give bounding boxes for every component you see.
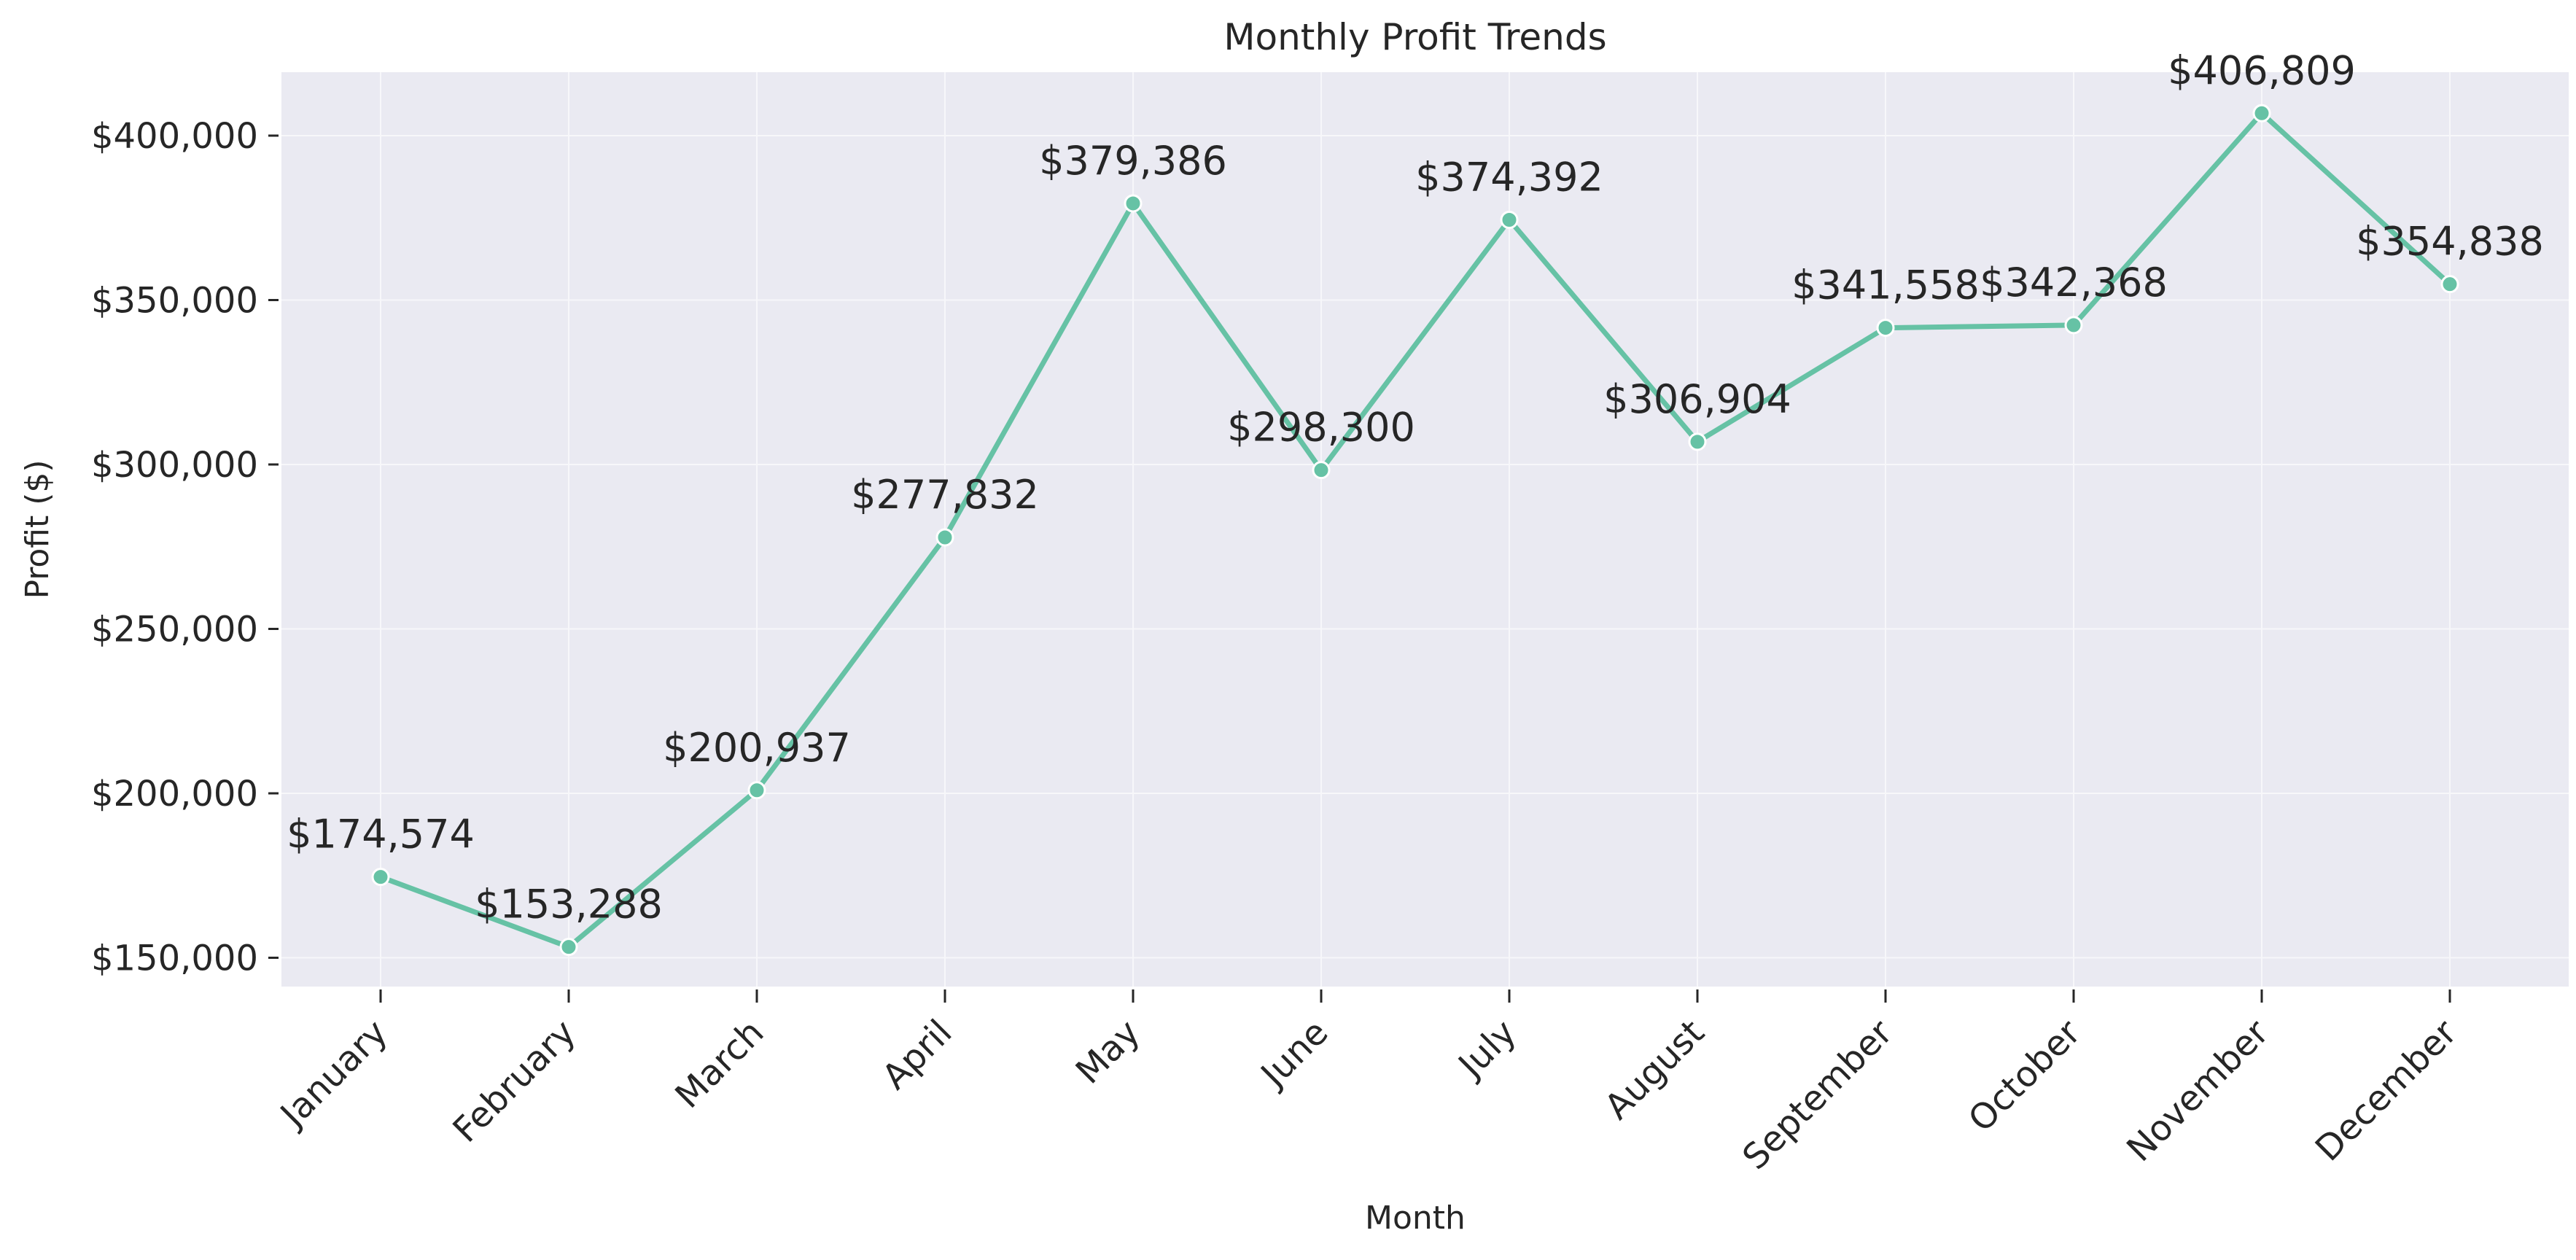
- x-axis-label: Month: [1365, 1199, 1466, 1237]
- data-label: $341,558: [1791, 262, 1980, 308]
- x-tick-label: September: [1735, 1012, 1900, 1178]
- x-tick-label: February: [445, 1012, 583, 1151]
- y-tick-label: $350,000: [91, 281, 258, 322]
- data-label: $354,838: [2356, 219, 2544, 265]
- data-label: $379,386: [1039, 138, 1227, 184]
- data-point: [747, 781, 766, 800]
- data-label: $306,904: [1603, 376, 1791, 422]
- x-tick-label: July: [1450, 1012, 1525, 1087]
- y-axis-label: Profit ($): [19, 459, 56, 599]
- grid-lines: [281, 72, 2569, 987]
- x-tick-label: October: [1961, 1012, 2089, 1140]
- plot-area: [281, 72, 2569, 987]
- data-label: $153,288: [475, 882, 663, 928]
- data-point: [2252, 104, 2271, 122]
- data-label: $374,392: [1415, 154, 1603, 200]
- data-point: [1312, 461, 1331, 480]
- y-tick-label: $200,000: [91, 774, 258, 814]
- data-point: [1688, 432, 1707, 451]
- data-point: [2440, 275, 2459, 294]
- data-label: $174,574: [287, 812, 475, 858]
- y-tick-label: $400,000: [91, 116, 258, 157]
- x-tick-label: November: [2119, 1012, 2276, 1170]
- x-tick-label: June: [1252, 1012, 1336, 1097]
- y-axis-ticks: $150,000 $200,000 $250,000 $300,000 $350,000…: [91, 116, 279, 979]
- data-point: [1500, 210, 1519, 229]
- data-point: [2064, 316, 2083, 335]
- data-point: [1124, 194, 1143, 213]
- x-tick-label: August: [1597, 1012, 1712, 1127]
- data-label: $342,368: [1980, 260, 2168, 306]
- y-tick-label: $300,000: [91, 445, 258, 486]
- y-tick-label: $150,000: [91, 938, 258, 979]
- chart-title: Monthly Profit Trends: [1223, 16, 1606, 58]
- data-point: [935, 528, 954, 547]
- data-label: $406,809: [2168, 47, 2356, 93]
- x-axis-ticks: January February March April May June July Augu…: [271, 989, 2465, 1178]
- data-point: [371, 868, 390, 887]
- x-tick-label: May: [1068, 1012, 1148, 1092]
- profit-series-line: [378, 110, 2453, 950]
- data-points: [371, 104, 2459, 957]
- data-label: $277,832: [851, 472, 1039, 518]
- y-tick-label: $250,000: [91, 610, 258, 650]
- data-labels: $174,574$153,288 $200,937 $277,832 $379,386…: [287, 47, 2544, 927]
- data-point: [559, 938, 578, 957]
- data-point: [1876, 319, 1895, 338]
- data-label: $200,937: [663, 725, 851, 771]
- x-tick-label: March: [667, 1012, 771, 1116]
- x-tick-label: December: [2308, 1012, 2465, 1170]
- x-tick-label: January: [271, 1012, 395, 1136]
- x-tick-label: April: [874, 1012, 960, 1097]
- data-label: $298,300: [1227, 405, 1415, 451]
